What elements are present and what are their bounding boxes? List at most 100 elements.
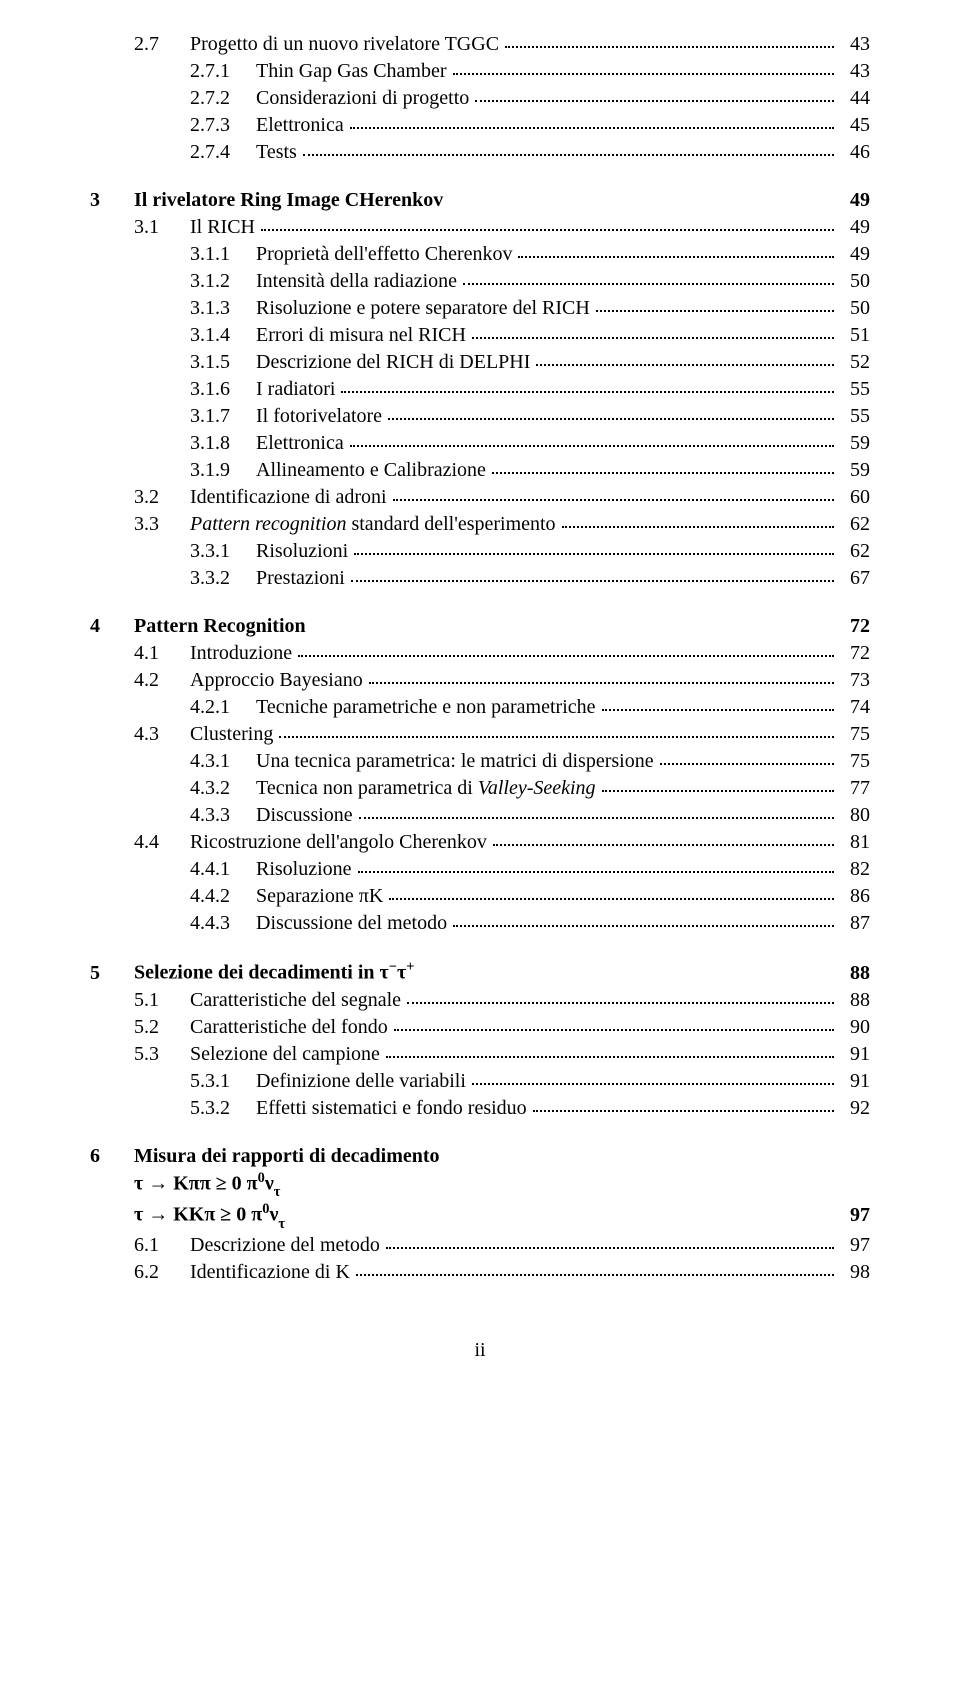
toc-entry: 4.2.1Tecniche parametriche e non paramet…	[190, 694, 870, 720]
entry-page: 74	[838, 694, 870, 720]
entry-title: Progetto di un nuovo rivelatore TGGC	[190, 31, 499, 57]
entry-number: 4.3	[134, 721, 190, 747]
entry-page: 62	[838, 538, 870, 564]
toc-entry: 4.4.3Discussione del metodo87	[190, 910, 870, 936]
toc-entry: 2.7.1Thin Gap Gas Chamber 43	[190, 58, 870, 84]
leader-dots	[463, 283, 834, 285]
entry-number: 5.3	[134, 1041, 190, 1067]
entry-title: Ricostruzione dell'angolo Cherenkov	[190, 829, 487, 855]
toc-entry: 4.4.1Risoluzione82	[190, 856, 870, 882]
entry-title: Discussione	[256, 802, 353, 828]
toc-entry: 6.2Identificazione di K98	[134, 1259, 870, 1285]
leader-dots	[505, 46, 834, 48]
toc-section-pre: 2.7Progetto di un nuovo rivelatore TGGC 4…	[90, 31, 870, 165]
entry-number: 4.3.2	[190, 775, 256, 801]
entry-number: 4.4.3	[190, 910, 256, 936]
entry-page: 55	[838, 403, 870, 429]
toc-entry: 4.2Approccio Bayesiano 73	[134, 667, 870, 693]
leader-dots	[386, 1247, 834, 1249]
chapter-number: 4	[90, 613, 134, 639]
entry-number: 2.7.4	[190, 139, 256, 165]
entry-number: 4.3.3	[190, 802, 256, 828]
toc-entry: 3.1.2Intensità della radiazione50	[190, 268, 870, 294]
entry-page: 52	[838, 349, 870, 375]
leader-dots	[472, 337, 834, 339]
entry-page: 67	[838, 565, 870, 591]
entry-number: 2.7	[134, 31, 190, 57]
leader-dots	[303, 154, 834, 156]
toc-entry: 6.1Descrizione del metodo 97	[134, 1232, 870, 1258]
chapter-title-line2: τ → Kππ ≥ 0 π0ντ	[134, 1169, 870, 1200]
entry-number: 6.1	[134, 1232, 190, 1258]
leader-dots	[492, 472, 834, 474]
entry-title: Descrizione del RICH di DELPHI	[256, 349, 530, 375]
entry-title: Elettronica	[256, 430, 344, 456]
entry-number: 4.2.1	[190, 694, 256, 720]
entry-page: 98	[838, 1259, 870, 1285]
leader-dots	[386, 1056, 834, 1058]
chapter-title: Il rivelatore Ring Image CHerenkov	[134, 187, 838, 213]
toc-entry: 4.3.2Tecnica non parametrica di Valley-S…	[190, 775, 870, 801]
entry-title: Considerazioni di progetto	[256, 85, 469, 111]
entry-title: Approccio Bayesiano	[190, 667, 363, 693]
chapter-title: Pattern Recognition	[134, 613, 838, 639]
leader-dots	[350, 127, 834, 129]
entry-page: 73	[838, 667, 870, 693]
entry-title: Identificazione di K	[190, 1259, 350, 1285]
toc-entry: 4.4.2Separazione πK86	[190, 883, 870, 909]
leader-dots	[369, 682, 834, 684]
entry-page: 80	[838, 802, 870, 828]
entry-title: Identificazione di adroni	[190, 484, 387, 510]
entry-title: Il fotorivelatore	[256, 403, 382, 429]
entry-page: 55	[838, 376, 870, 402]
leader-dots	[602, 709, 834, 711]
entry-title: I radiatori	[256, 376, 335, 402]
entry-number: 4.3.1	[190, 748, 256, 774]
toc-entry: 3.1.3Risoluzione e potere separatore del…	[190, 295, 870, 321]
toc-entry: 3.2Identificazione di adroni60	[134, 484, 870, 510]
leader-dots	[354, 553, 834, 555]
toc-entry: 4.3.3Discussione 80	[190, 802, 870, 828]
entry-page: 49	[838, 214, 870, 240]
entry-number: 4.4.1	[190, 856, 256, 882]
entry-number: 5.3.2	[190, 1095, 256, 1121]
toc-entry: 3.1Il RICH49	[134, 214, 870, 240]
entry-title: Clustering	[190, 721, 273, 747]
entry-page: 90	[838, 1014, 870, 1040]
entry-title: Separazione πK	[256, 883, 383, 909]
chapter-entries: 4.1Introduzione724.2Approccio Bayesiano7…	[90, 640, 870, 936]
entry-number: 2.7.1	[190, 58, 256, 84]
entry-page: 97	[838, 1232, 870, 1258]
toc-entry: 3.1.5Descrizione del RICH di DELPHI52	[190, 349, 870, 375]
entry-title: Allineamento e Calibrazione	[256, 457, 486, 483]
leader-dots	[279, 736, 834, 738]
toc-entry: 5.1Caratteristiche del segnale88	[134, 987, 870, 1013]
toc-body: 2.7Progetto di un nuovo rivelatore TGGC 4…	[90, 31, 870, 1285]
chapter-header: 4 Pattern Recognition 72	[90, 613, 870, 639]
entry-title: Descrizione del metodo	[190, 1232, 380, 1258]
entry-title: Selezione del campione	[190, 1041, 380, 1067]
toc-entry: 4.3Clustering75	[134, 721, 870, 747]
leader-dots	[533, 1110, 834, 1112]
leader-dots	[518, 256, 834, 258]
entry-title: Tecniche parametriche e non parametriche	[256, 694, 596, 720]
entry-number: 4.4	[134, 829, 190, 855]
entry-page: 72	[838, 640, 870, 666]
entry-title: Definizione delle variabili	[256, 1068, 466, 1094]
toc-entry: 3.1.1Proprietà dell'effetto Cherenkov49	[190, 241, 870, 267]
entry-number: 3.3.1	[190, 538, 256, 564]
leader-dots	[475, 100, 834, 102]
page-number-footer: ii	[90, 1337, 870, 1363]
leader-dots	[660, 763, 834, 765]
entry-page: 43	[838, 58, 870, 84]
chapter-entries: 3.1Il RICH493.1.1Proprietà dell'effetto …	[90, 214, 870, 591]
entry-page: 92	[838, 1095, 870, 1121]
entry-title: Thin Gap Gas Chamber	[256, 58, 447, 84]
entry-title: Tests	[256, 139, 297, 165]
entry-title: Risoluzione	[256, 856, 352, 882]
entry-number: 2.7.2	[190, 85, 256, 111]
entry-number: 4.2	[134, 667, 190, 693]
entry-title: Errori di misura nel RICH	[256, 322, 466, 348]
entry-page: 59	[838, 430, 870, 456]
entry-number: 4.1	[134, 640, 190, 666]
